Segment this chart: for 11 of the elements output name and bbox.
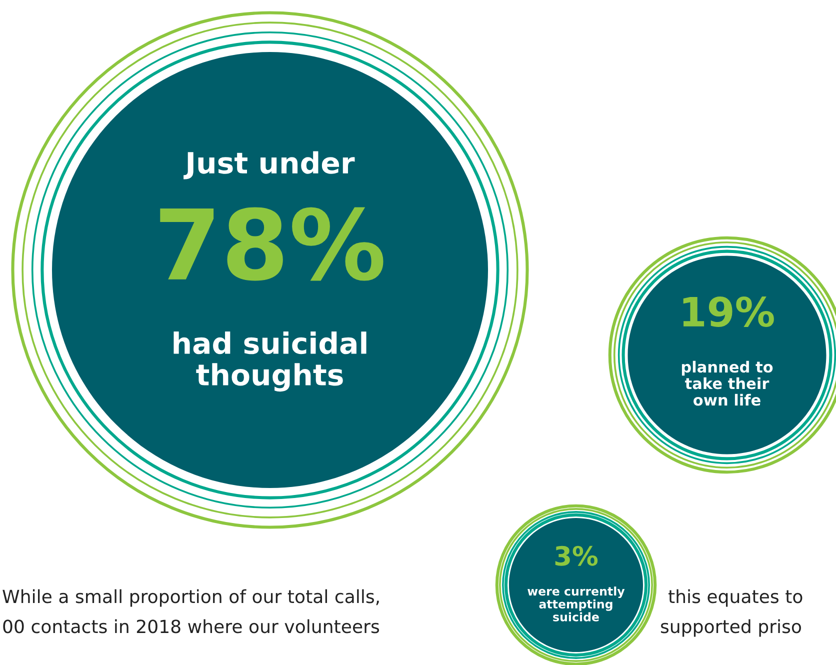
- text: this equates to: [668, 589, 802, 607]
- text: 00 contacts in 2018 where our volunteers: [3, 619, 380, 634]
- category-label: planned to take their own life: [682, 360, 773, 406]
- category-label: were currently attempting suicide: [528, 586, 625, 622]
- category-label: had suicidal thoughts: [174, 332, 366, 392]
- data-label: 3%: [555, 546, 598, 566]
- data-label: 19%: [683, 296, 774, 327]
- text: While a small proportion of our total calls,: [2, 589, 379, 607]
- text: supported priso: [660, 619, 801, 637]
- text: Just under: [184, 151, 355, 180]
- data-label: 78%: [160, 207, 384, 281]
